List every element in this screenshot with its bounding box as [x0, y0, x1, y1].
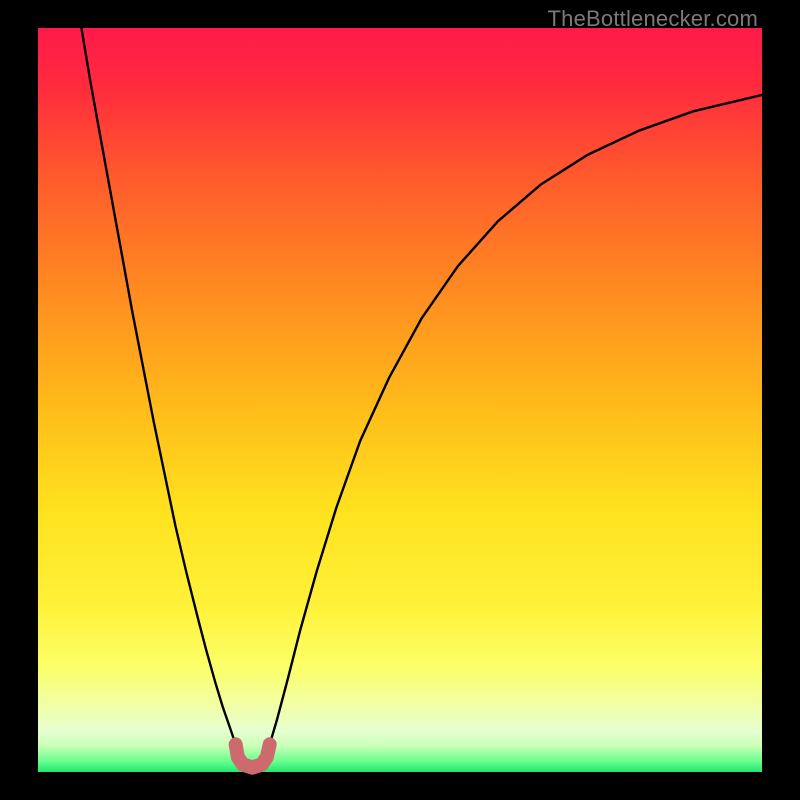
- figure-root: TheBottlenecker.com: [0, 0, 800, 800]
- left-descent-curve: [81, 28, 235, 744]
- curves-layer: [38, 28, 762, 772]
- watermark-text: TheBottlenecker.com: [548, 6, 758, 32]
- plot-area: [38, 28, 762, 772]
- right-ascent-curve: [270, 95, 762, 745]
- cusp-marker: [236, 744, 270, 767]
